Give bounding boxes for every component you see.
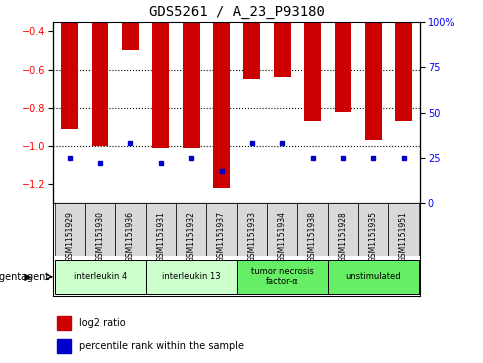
Bar	[146, 260, 237, 294]
Bar	[395, 0, 412, 121]
Text: interleukin 4: interleukin 4	[73, 272, 127, 281]
Bar	[85, 203, 115, 256]
Bar	[55, 260, 146, 294]
Text: GSM1151937: GSM1151937	[217, 211, 226, 262]
Text: agent ▶: agent ▶	[0, 272, 32, 282]
Bar	[146, 203, 176, 256]
Bar	[237, 260, 327, 294]
Text: GSM1151929: GSM1151929	[65, 211, 74, 262]
Bar	[115, 203, 146, 256]
Text: GSM1151936: GSM1151936	[126, 211, 135, 262]
Bar	[243, 0, 260, 79]
Bar	[298, 203, 327, 256]
Text: GSM1151938: GSM1151938	[308, 211, 317, 262]
Bar	[388, 203, 419, 256]
Text: agent: agent	[21, 272, 53, 282]
Bar	[122, 0, 139, 50]
Bar	[304, 0, 321, 121]
Bar	[183, 0, 199, 148]
Bar	[57, 315, 71, 330]
Text: GSM1151931: GSM1151931	[156, 211, 165, 262]
Text: percentile rank within the sample: percentile rank within the sample	[79, 341, 244, 351]
Text: GSM1151930: GSM1151930	[96, 211, 105, 262]
Text: GSM1151934: GSM1151934	[278, 211, 287, 262]
Bar	[61, 0, 78, 129]
Bar	[213, 0, 230, 188]
Text: GSM1151933: GSM1151933	[247, 211, 256, 262]
Bar	[365, 0, 382, 140]
Bar	[274, 0, 290, 77]
Bar	[358, 203, 388, 256]
Bar	[176, 203, 206, 256]
Bar	[206, 203, 237, 256]
Bar	[237, 203, 267, 256]
Bar	[335, 0, 351, 111]
Text: GSM1151935: GSM1151935	[369, 211, 378, 262]
Bar	[92, 0, 109, 146]
Text: GSM1151932: GSM1151932	[186, 211, 196, 262]
Text: tumor necrosis
factor-α: tumor necrosis factor-α	[251, 267, 313, 286]
Text: interleukin 13: interleukin 13	[162, 272, 220, 281]
Text: log2 ratio: log2 ratio	[79, 318, 126, 328]
Title: GDS5261 / A_23_P93180: GDS5261 / A_23_P93180	[149, 5, 325, 19]
Bar	[57, 339, 71, 354]
Text: unstimulated: unstimulated	[345, 272, 401, 281]
Text: GSM1151951: GSM1151951	[399, 211, 408, 262]
Bar	[267, 203, 298, 256]
Bar	[55, 203, 85, 256]
Bar	[327, 203, 358, 256]
Text: GSM1151928: GSM1151928	[339, 211, 347, 262]
Bar	[327, 260, 419, 294]
Bar	[153, 0, 169, 148]
